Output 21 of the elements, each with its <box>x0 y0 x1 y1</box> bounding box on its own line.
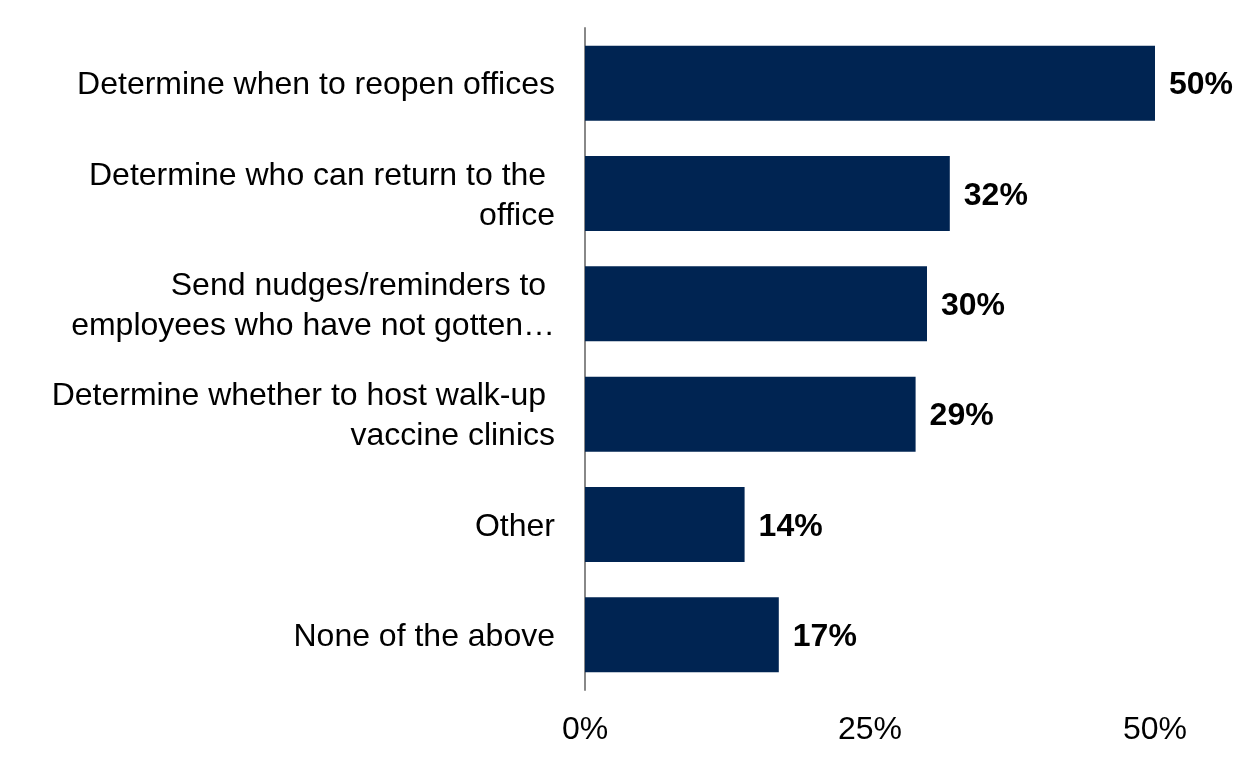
bar <box>585 597 779 673</box>
data-label: 50% <box>1169 65 1234 102</box>
data-label: 29% <box>929 396 994 433</box>
bar <box>585 376 916 452</box>
x-tick-label: 0% <box>561 710 609 746</box>
x-tick-label: 50% <box>1122 710 1188 746</box>
bar <box>585 266 927 342</box>
data-label: 17% <box>792 616 857 653</box>
bar <box>585 486 745 563</box>
x-tick-label: 25% <box>837 710 903 746</box>
y-tick-label: Determine whether to host walk-up vaccine clinics <box>51 376 555 453</box>
data-label: 14% <box>758 506 823 543</box>
y-tick-label: None of the above <box>293 616 555 653</box>
y-tick-label: Other <box>474 506 556 543</box>
y-tick-label: Determine who can return to the office <box>88 155 555 232</box>
bar <box>585 45 1155 121</box>
y-tick-label: Send nudges/reminders to employees who have not gotten… <box>71 265 555 342</box>
y-tick-label: Determine when to reopen offices <box>77 65 555 102</box>
data-label: 30% <box>941 285 1006 322</box>
bar <box>585 155 950 232</box>
data-label: 32% <box>963 175 1028 212</box>
